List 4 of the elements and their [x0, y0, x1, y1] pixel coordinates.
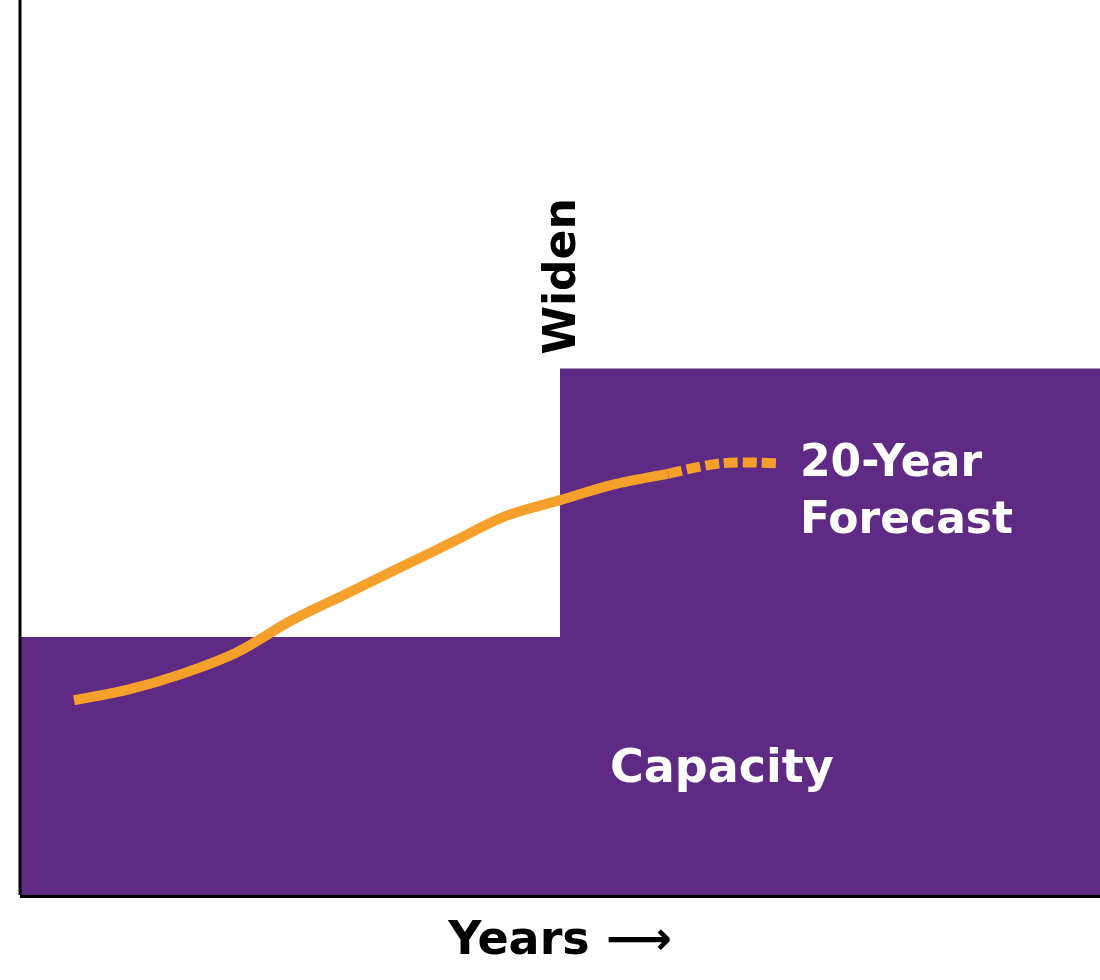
series-label: 20-Year Forecast: [800, 435, 1014, 544]
series-label: Capacity: [610, 739, 834, 793]
text: Widen: [534, 198, 586, 355]
x-axis-title: Years ⟶: [447, 910, 672, 965]
